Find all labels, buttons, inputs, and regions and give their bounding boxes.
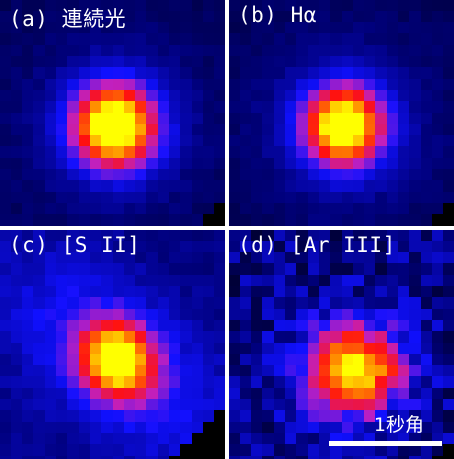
panel-label-c: (c) [S II] — [9, 233, 141, 257]
panel-label-a: (a) 連続光 — [9, 7, 127, 31]
scale-bar — [329, 441, 442, 446]
panel-label-d: (d) [Ar III] — [238, 233, 396, 257]
s-ii-image — [0, 230, 225, 459]
panel-continuum: (a) 連続光 — [0, 0, 225, 226]
scale-bar-label: 1秒角 — [373, 414, 424, 436]
ar-iii-image — [229, 230, 454, 459]
panel-ar-iii: (d) [Ar III] 1秒角 — [229, 230, 454, 459]
h-alpha-image — [229, 0, 454, 226]
panel-h-alpha: (b) Hα — [229, 0, 454, 226]
panel-s-ii: (c) [S II] — [0, 230, 225, 459]
panel-label-b: (b) Hα — [238, 3, 317, 27]
continuum-image — [0, 0, 225, 226]
